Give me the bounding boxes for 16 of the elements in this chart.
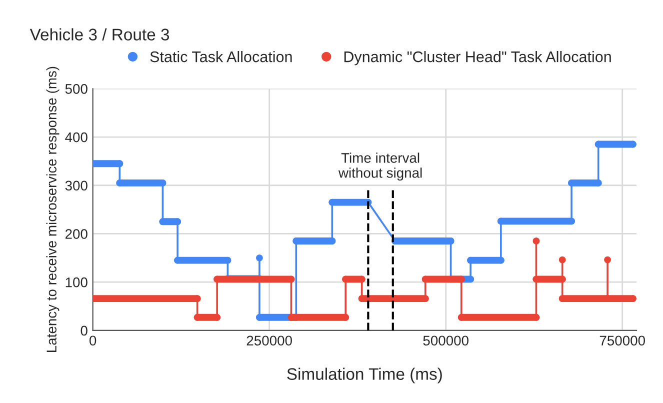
x-tick-label: 750000 (600, 336, 645, 346)
legend-label: Static Task Allocation (150, 50, 292, 62)
x-axis-title: Simulation Time (ms) (287, 368, 442, 384)
y-tick-label: 500 (65, 84, 88, 94)
x-tick-label: 250000 (246, 336, 292, 346)
y-tick-label: 300 (65, 180, 88, 191)
x-tick-label: 500000 (423, 336, 468, 346)
x-tick-label: 0 (90, 336, 96, 346)
chart-title: Vehicle 3 / Route 3 (30, 28, 170, 40)
y-tick-label: 100 (66, 277, 88, 288)
y-tick-label: 0 (80, 326, 88, 336)
y-tick-label: 200 (65, 229, 88, 239)
legend-label: Dynamic "Cluster Head" Task Allocation (344, 50, 611, 66)
annotation: Time interval without signal (338, 152, 422, 181)
y-axis-title: Latency to receive microservice response (ms) (46, 66, 60, 352)
y-tick-label: 400 (65, 132, 88, 142)
